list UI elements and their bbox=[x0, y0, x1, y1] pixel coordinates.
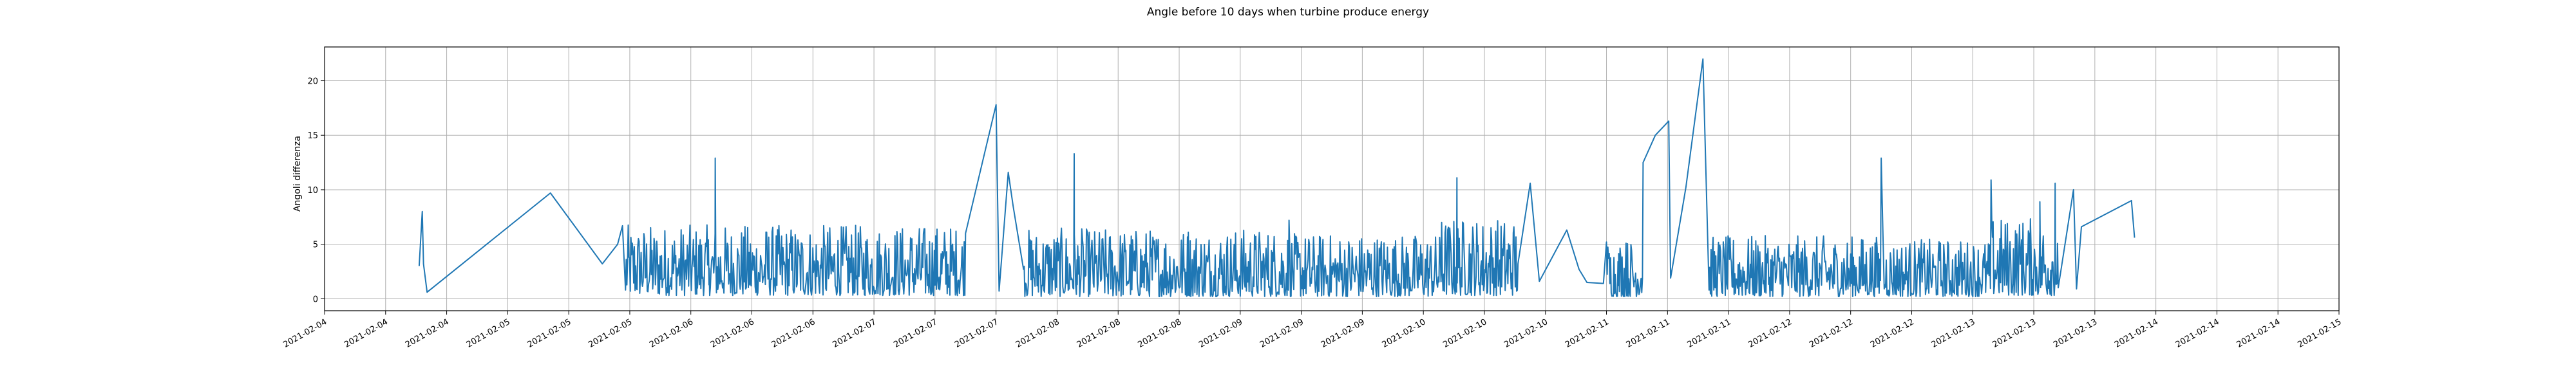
x-tick-label: 2021-02-14 bbox=[2113, 317, 2160, 350]
x-tick-label: 2021-02-11 bbox=[1686, 317, 1733, 350]
y-axis-label: Angoli differenza bbox=[292, 136, 303, 212]
x-tick-label: 2021-02-10 bbox=[1381, 317, 1428, 350]
x-tick-label: 2021-02-09 bbox=[1258, 317, 1305, 350]
x-tick-label: 2021-02-10 bbox=[1502, 317, 1549, 350]
grid-lines bbox=[324, 47, 2340, 311]
x-tick-label: 2021-02-04 bbox=[281, 317, 328, 350]
x-tick-label: 2021-02-06 bbox=[648, 317, 695, 350]
x-tick-label: 2021-02-13 bbox=[1930, 317, 1977, 350]
chart-title: Angle before 10 days when turbine produc… bbox=[1147, 6, 1429, 19]
x-tick-label: 2021-02-11 bbox=[1564, 317, 1611, 350]
x-tick-label: 2021-02-15 bbox=[2296, 317, 2343, 350]
x-tick-label: 2021-02-11 bbox=[1625, 317, 1672, 350]
x-tick-label: 2021-02-07 bbox=[953, 317, 1000, 350]
x-tick-label: 2021-02-13 bbox=[2052, 317, 2099, 350]
x-tick-label: 2021-02-07 bbox=[892, 317, 939, 350]
x-tick-label: 2021-02-04 bbox=[404, 317, 451, 350]
y-tick-label: 20 bbox=[307, 77, 318, 87]
series-line bbox=[418, 58, 2136, 297]
x-tick-label: 2021-02-09 bbox=[1320, 317, 1367, 350]
x-tick-label: 2021-02-14 bbox=[2235, 317, 2282, 350]
x-tick-label: 2021-02-13 bbox=[1991, 317, 2038, 350]
x-tick-label: 2021-02-12 bbox=[1808, 317, 1855, 350]
x-tick-label: 2021-02-12 bbox=[1869, 317, 1916, 350]
y-tick-label: 5 bbox=[313, 241, 318, 250]
x-tick-label: 2021-02-04 bbox=[343, 317, 390, 350]
x-tick-label: 2021-02-06 bbox=[770, 317, 817, 350]
plot-frame bbox=[324, 46, 2340, 311]
x-tick-label: 2021-02-08 bbox=[1136, 317, 1183, 350]
x-tick-label: 2021-02-14 bbox=[2174, 317, 2221, 350]
x-tick-label: 2021-02-05 bbox=[465, 317, 512, 350]
y-tick-label: 10 bbox=[307, 186, 318, 196]
x-tick-label: 2021-02-10 bbox=[1441, 317, 1488, 350]
y-tick-label: 0 bbox=[313, 295, 318, 304]
x-tick-label: 2021-02-05 bbox=[526, 317, 573, 350]
x-tick-label: 2021-02-08 bbox=[1014, 317, 1061, 350]
x-tick-label: 2021-02-06 bbox=[709, 317, 756, 350]
plot-area bbox=[418, 58, 2136, 297]
y-tick-label: 15 bbox=[307, 131, 318, 141]
x-tick-label: 2021-02-05 bbox=[587, 317, 634, 350]
x-tick-label: 2021-02-09 bbox=[1197, 317, 1244, 350]
x-tick-label: 2021-02-08 bbox=[1075, 317, 1122, 350]
x-tick-label: 2021-02-12 bbox=[1747, 317, 1794, 350]
x-tick-label: 2021-02-07 bbox=[831, 317, 878, 350]
